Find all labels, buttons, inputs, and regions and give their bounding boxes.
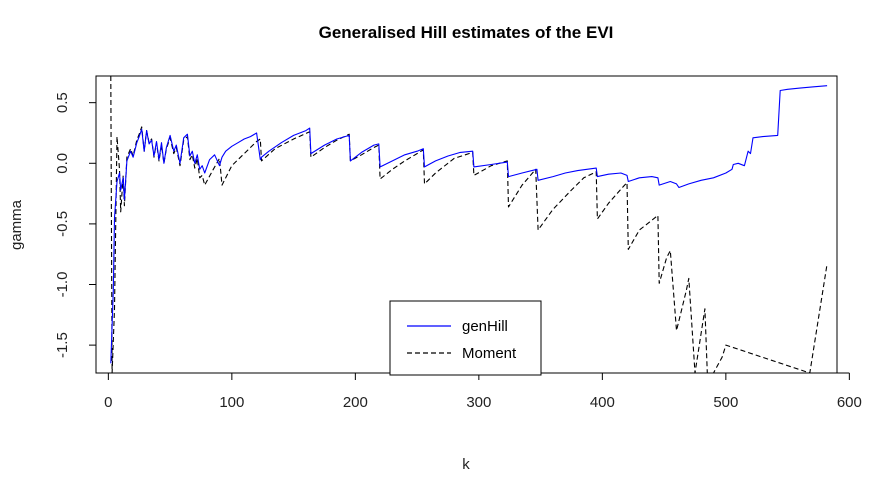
y-tick-label: -0.5 (54, 211, 71, 237)
legend: genHill Moment (389, 300, 542, 376)
y-tick-label: -1.5 (54, 332, 71, 358)
x-tick-label: 100 (219, 394, 244, 411)
legend-box (389, 300, 542, 376)
y-axis: -1.5 -1.0 -0.5 0.0 0.5 (54, 92, 97, 358)
y-tick-label: -1.0 (54, 272, 71, 298)
x-tick-label: 0 (104, 394, 112, 411)
x-tick-label: 300 (466, 394, 491, 411)
y-tick-label: 0.5 (54, 92, 71, 113)
y-axis-label: gamma (8, 199, 25, 250)
y-tick-label: 0.0 (54, 153, 71, 174)
series-layer (110, 76, 828, 373)
chart-title: Generalised Hill estimates of the EVI (319, 23, 614, 42)
x-axis-label: k (462, 456, 470, 473)
x-tick-label: 600 (837, 394, 862, 411)
x-axis: 0 100 200 300 400 500 600 (104, 372, 862, 411)
x-tick-label: 500 (713, 394, 738, 411)
legend-label-moment: Moment (462, 345, 517, 362)
x-tick-label: 200 (343, 394, 368, 411)
legend-label-genhill: genHill (462, 318, 508, 335)
x-tick-label: 400 (590, 394, 615, 411)
series-line-genhill (110, 85, 828, 364)
